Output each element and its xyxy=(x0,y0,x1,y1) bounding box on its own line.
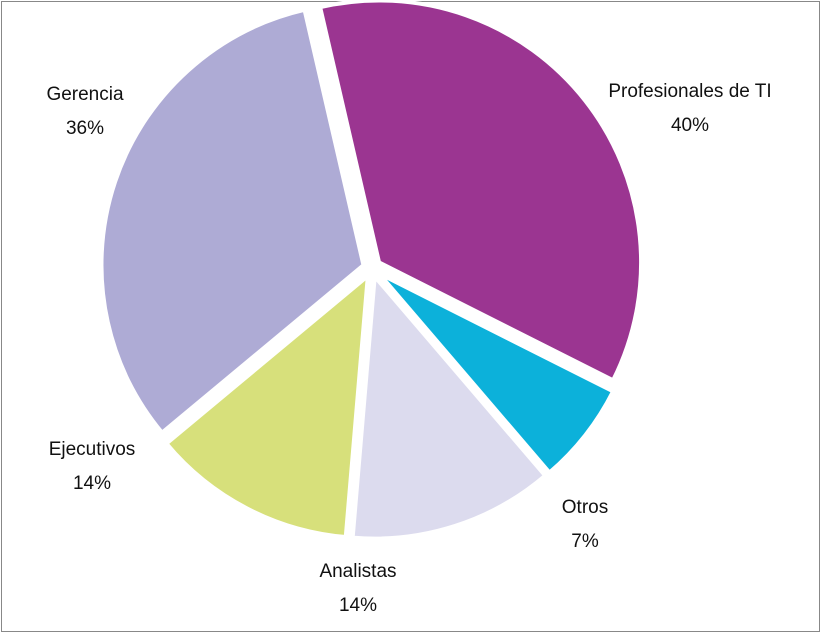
slice-label: Gerencia xyxy=(46,84,124,105)
pie-slice xyxy=(377,271,616,476)
slice-label: Profesionales de TI xyxy=(608,81,771,102)
pie-slice xyxy=(317,0,644,383)
slice-label: Ejecutivos xyxy=(49,439,136,460)
slice-value-label: 14% xyxy=(73,473,111,494)
pie-slice xyxy=(350,271,548,541)
pie-slice xyxy=(163,271,371,540)
slice-label: Otros xyxy=(562,497,608,518)
slice-value-label: 40% xyxy=(671,115,709,136)
slice-value-label: 14% xyxy=(339,595,377,616)
slice-label: Analistas xyxy=(319,561,396,582)
slice-value-label: 7% xyxy=(571,531,599,552)
slice-value-label: 36% xyxy=(66,118,104,139)
pie-slice xyxy=(99,7,366,436)
